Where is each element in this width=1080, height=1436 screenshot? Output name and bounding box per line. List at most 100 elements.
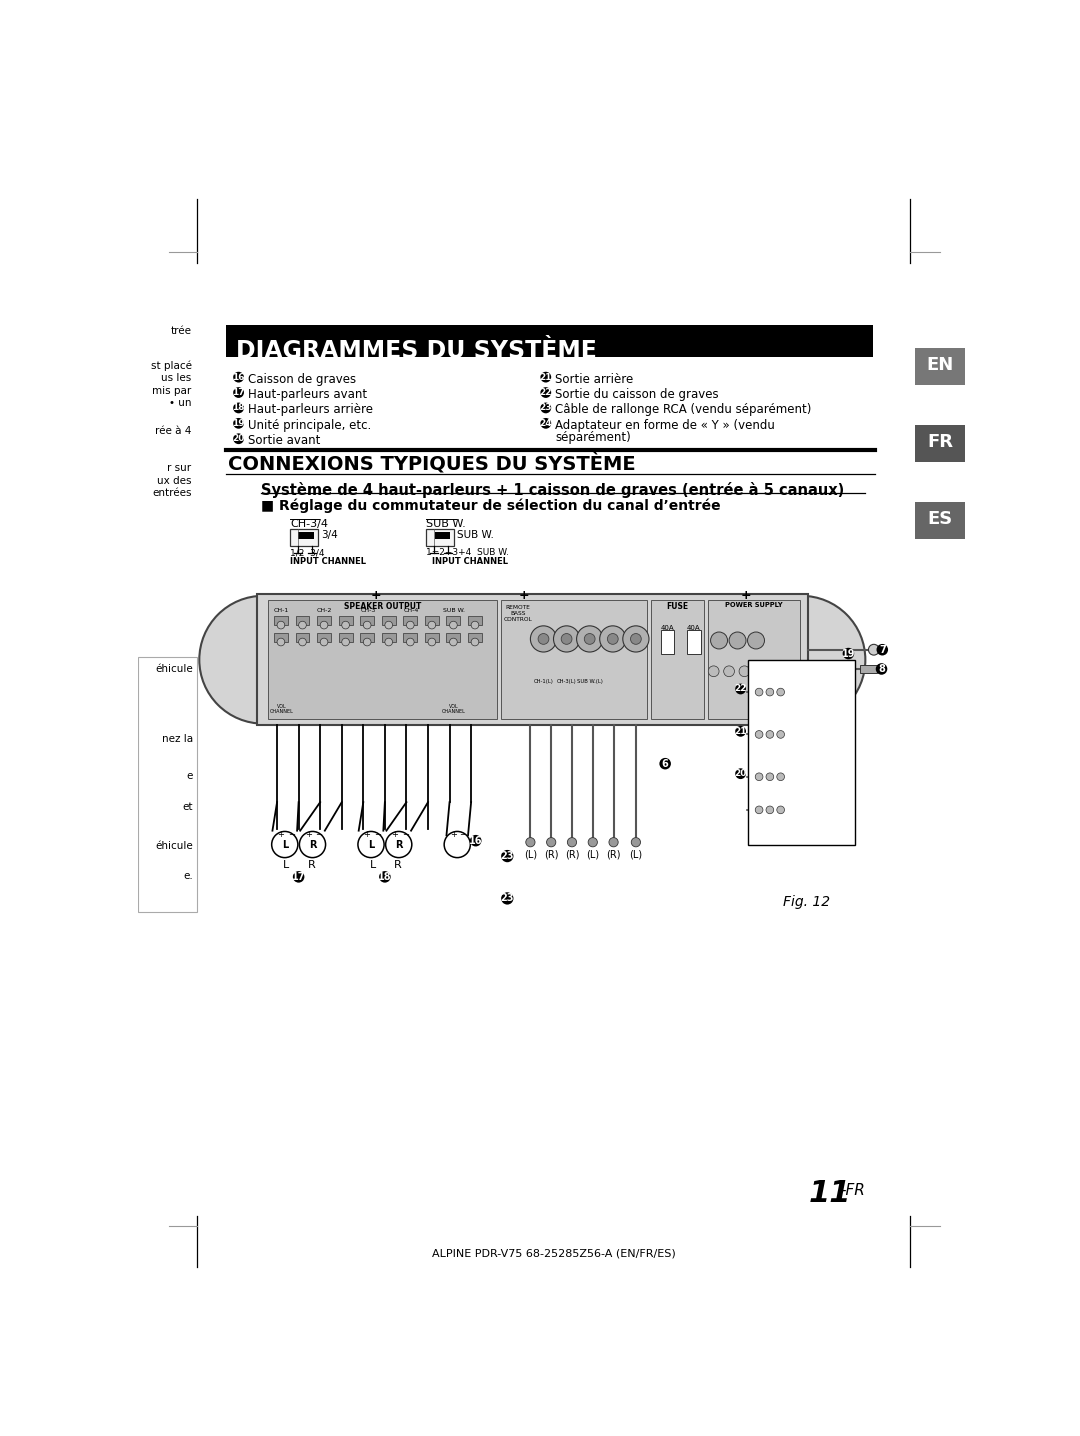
Text: VOL
CHANNEL: VOL CHANNEL	[442, 704, 467, 715]
Circle shape	[738, 596, 865, 724]
Circle shape	[777, 688, 784, 696]
Text: 1=2+3+4  SUB W.: 1=2+3+4 SUB W.	[427, 549, 510, 557]
Text: 21: 21	[540, 372, 552, 382]
Circle shape	[501, 892, 513, 905]
Text: 23: 23	[540, 404, 552, 412]
Bar	[296, 616, 309, 625]
Bar	[860, 665, 877, 673]
Text: 19: 19	[232, 419, 245, 428]
Text: 16: 16	[469, 836, 483, 846]
Text: Haut-parleurs arrière: Haut-parleurs arrière	[247, 404, 373, 416]
Circle shape	[766, 806, 773, 814]
Text: SUB W.(L): SUB W.(L)	[577, 679, 603, 684]
Text: 40A: 40A	[687, 625, 701, 630]
Circle shape	[278, 622, 285, 629]
Text: EN: EN	[927, 356, 954, 373]
Bar	[382, 633, 395, 642]
Bar	[403, 616, 417, 625]
Circle shape	[876, 663, 888, 675]
Text: SUB W.: SUB W.	[457, 530, 495, 540]
Circle shape	[428, 638, 435, 646]
Circle shape	[877, 643, 888, 655]
Text: 23: 23	[500, 893, 514, 903]
Circle shape	[632, 837, 640, 847]
Bar	[651, 600, 704, 719]
Text: 7: 7	[879, 645, 886, 655]
Text: 18: 18	[378, 872, 392, 882]
Text: 17: 17	[292, 872, 306, 882]
Text: −: −	[288, 830, 295, 839]
Circle shape	[777, 806, 784, 814]
Text: SUB W.: SUB W.	[443, 607, 465, 613]
Bar	[687, 630, 701, 655]
Circle shape	[233, 402, 244, 414]
Circle shape	[320, 638, 328, 646]
Bar	[916, 348, 966, 385]
Text: 40A: 40A	[661, 625, 674, 630]
Circle shape	[589, 837, 597, 847]
Text: VOL
CHANNEL: VOL CHANNEL	[270, 704, 294, 715]
Text: 18: 18	[232, 404, 245, 412]
Circle shape	[540, 402, 551, 414]
Bar	[916, 501, 966, 538]
Bar	[661, 630, 674, 655]
Bar	[291, 528, 318, 546]
Bar	[257, 595, 808, 725]
Text: 22: 22	[540, 388, 552, 396]
Circle shape	[444, 831, 470, 857]
Circle shape	[293, 872, 305, 883]
Circle shape	[766, 773, 773, 781]
Text: +: +	[741, 589, 752, 602]
Bar	[446, 633, 460, 642]
Circle shape	[607, 633, 618, 645]
Bar	[916, 425, 966, 462]
Bar	[468, 616, 482, 625]
Circle shape	[299, 831, 325, 857]
Circle shape	[538, 633, 549, 645]
Text: +: +	[305, 830, 312, 839]
Bar	[318, 616, 330, 625]
Circle shape	[540, 418, 551, 429]
Text: 23: 23	[500, 852, 514, 862]
Text: 19: 19	[841, 649, 855, 659]
Text: e.: e.	[184, 872, 193, 882]
Circle shape	[406, 622, 414, 629]
Bar	[339, 616, 352, 625]
Bar	[403, 633, 417, 642]
Text: (L): (L)	[785, 781, 798, 791]
Text: L: L	[369, 860, 376, 870]
Circle shape	[320, 622, 328, 629]
Circle shape	[747, 632, 765, 649]
Circle shape	[363, 622, 372, 629]
Text: entrées: entrées	[152, 488, 191, 498]
Circle shape	[609, 837, 618, 847]
Text: R: R	[309, 840, 316, 850]
Circle shape	[530, 626, 556, 652]
Text: L: L	[282, 840, 288, 850]
Circle shape	[777, 773, 784, 781]
Circle shape	[540, 372, 551, 382]
Text: Fig. 12: Fig. 12	[783, 895, 831, 909]
Circle shape	[766, 731, 773, 738]
Text: INPUT CHANNEL: INPUT CHANNEL	[291, 557, 366, 566]
Text: Adaptateur en forme de « Y » (vendu: Adaptateur en forme de « Y » (vendu	[555, 419, 775, 432]
Text: trée: trée	[171, 326, 191, 336]
Bar	[501, 600, 647, 719]
Circle shape	[553, 626, 580, 652]
Circle shape	[735, 727, 746, 737]
Text: +: +	[372, 589, 381, 602]
Text: L: L	[368, 840, 374, 850]
Circle shape	[546, 837, 556, 847]
Circle shape	[755, 666, 766, 676]
Circle shape	[341, 638, 350, 646]
Text: CH-4: CH-4	[403, 607, 419, 613]
Bar	[427, 528, 455, 546]
Circle shape	[562, 633, 572, 645]
Circle shape	[766, 688, 773, 696]
Text: Système de 4 haut-parleurs + 1 caisson de graves (entrée à 5 canaux): Système de 4 haut-parleurs + 1 caisson d…	[261, 482, 845, 498]
Text: ux des: ux des	[157, 475, 191, 485]
Circle shape	[278, 638, 285, 646]
Text: • un: • un	[170, 398, 191, 408]
Text: (R): (R)	[785, 696, 800, 707]
Text: (L): (L)	[524, 849, 537, 859]
